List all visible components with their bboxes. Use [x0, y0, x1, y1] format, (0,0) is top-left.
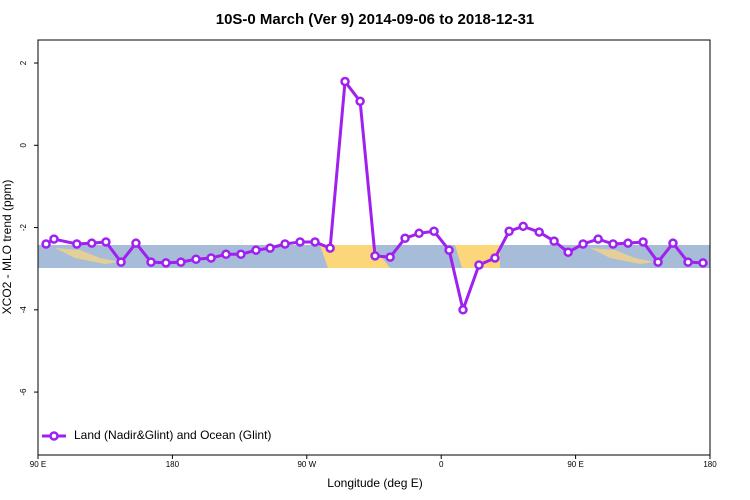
- point: [206, 253, 216, 263]
- point: [638, 237, 648, 247]
- x-tick-label: 180: [166, 460, 180, 469]
- legend-marker: [49, 431, 59, 441]
- x-tick-label: 0: [439, 460, 444, 469]
- point: [429, 226, 439, 237]
- legend-label: Land (Nadir&Glint) and Ocean (Glint): [74, 428, 271, 442]
- y-axis-label: XCO2 - MLO trend (ppm): [0, 180, 14, 315]
- point: [668, 238, 678, 248]
- point: [578, 239, 588, 249]
- x-axis-label: Longitude (deg E): [327, 476, 422, 490]
- point: [385, 252, 395, 262]
- point: [534, 227, 544, 237]
- point: [280, 239, 290, 249]
- point: [87, 238, 97, 248]
- point: [310, 237, 320, 247]
- point: [504, 226, 514, 237]
- point: [444, 245, 454, 255]
- point: [295, 237, 305, 247]
- point: [474, 260, 484, 270]
- point: [49, 234, 59, 244]
- point: [563, 247, 573, 257]
- y-tick-label: -4: [19, 306, 28, 314]
- point: [608, 239, 618, 249]
- point: [116, 257, 126, 267]
- point: [698, 258, 708, 268]
- point: [146, 257, 156, 267]
- point: [221, 249, 231, 260]
- point: [458, 305, 468, 315]
- point: [683, 257, 693, 267]
- y-tick-label: 0: [19, 143, 28, 148]
- point: [623, 238, 633, 248]
- point: [340, 76, 350, 87]
- y-tick-label: -6: [19, 388, 28, 396]
- point: [549, 236, 559, 246]
- point: [400, 233, 410, 243]
- point: [265, 243, 275, 253]
- x-tick-label: 90 E: [567, 460, 583, 469]
- chart-title: 10S-0 March (Ver 9) 2014-09-06 to 2018-1…: [216, 11, 535, 28]
- point: [414, 228, 424, 239]
- y-tick-label: 2: [19, 60, 28, 65]
- point: [191, 254, 201, 264]
- point: [251, 245, 261, 255]
- point: [370, 251, 380, 261]
- plot-frame: [37, 39, 711, 456]
- point: [355, 96, 365, 107]
- point: [176, 257, 186, 267]
- point: [41, 239, 51, 249]
- point: [161, 258, 171, 268]
- point: [593, 234, 603, 244]
- point: [72, 239, 82, 249]
- point: [653, 257, 663, 267]
- point: [101, 237, 111, 247]
- y-tick-label: -2: [19, 223, 28, 231]
- x-tick-label: 90 W: [297, 460, 316, 469]
- point: [236, 249, 246, 260]
- point: [518, 221, 528, 232]
- x-tick-label: 180: [703, 460, 717, 469]
- point: [490, 253, 500, 263]
- point: [131, 238, 141, 248]
- series-line: [45, 77, 704, 316]
- point: [325, 243, 335, 253]
- x-tick-label: 90 E: [30, 460, 46, 469]
